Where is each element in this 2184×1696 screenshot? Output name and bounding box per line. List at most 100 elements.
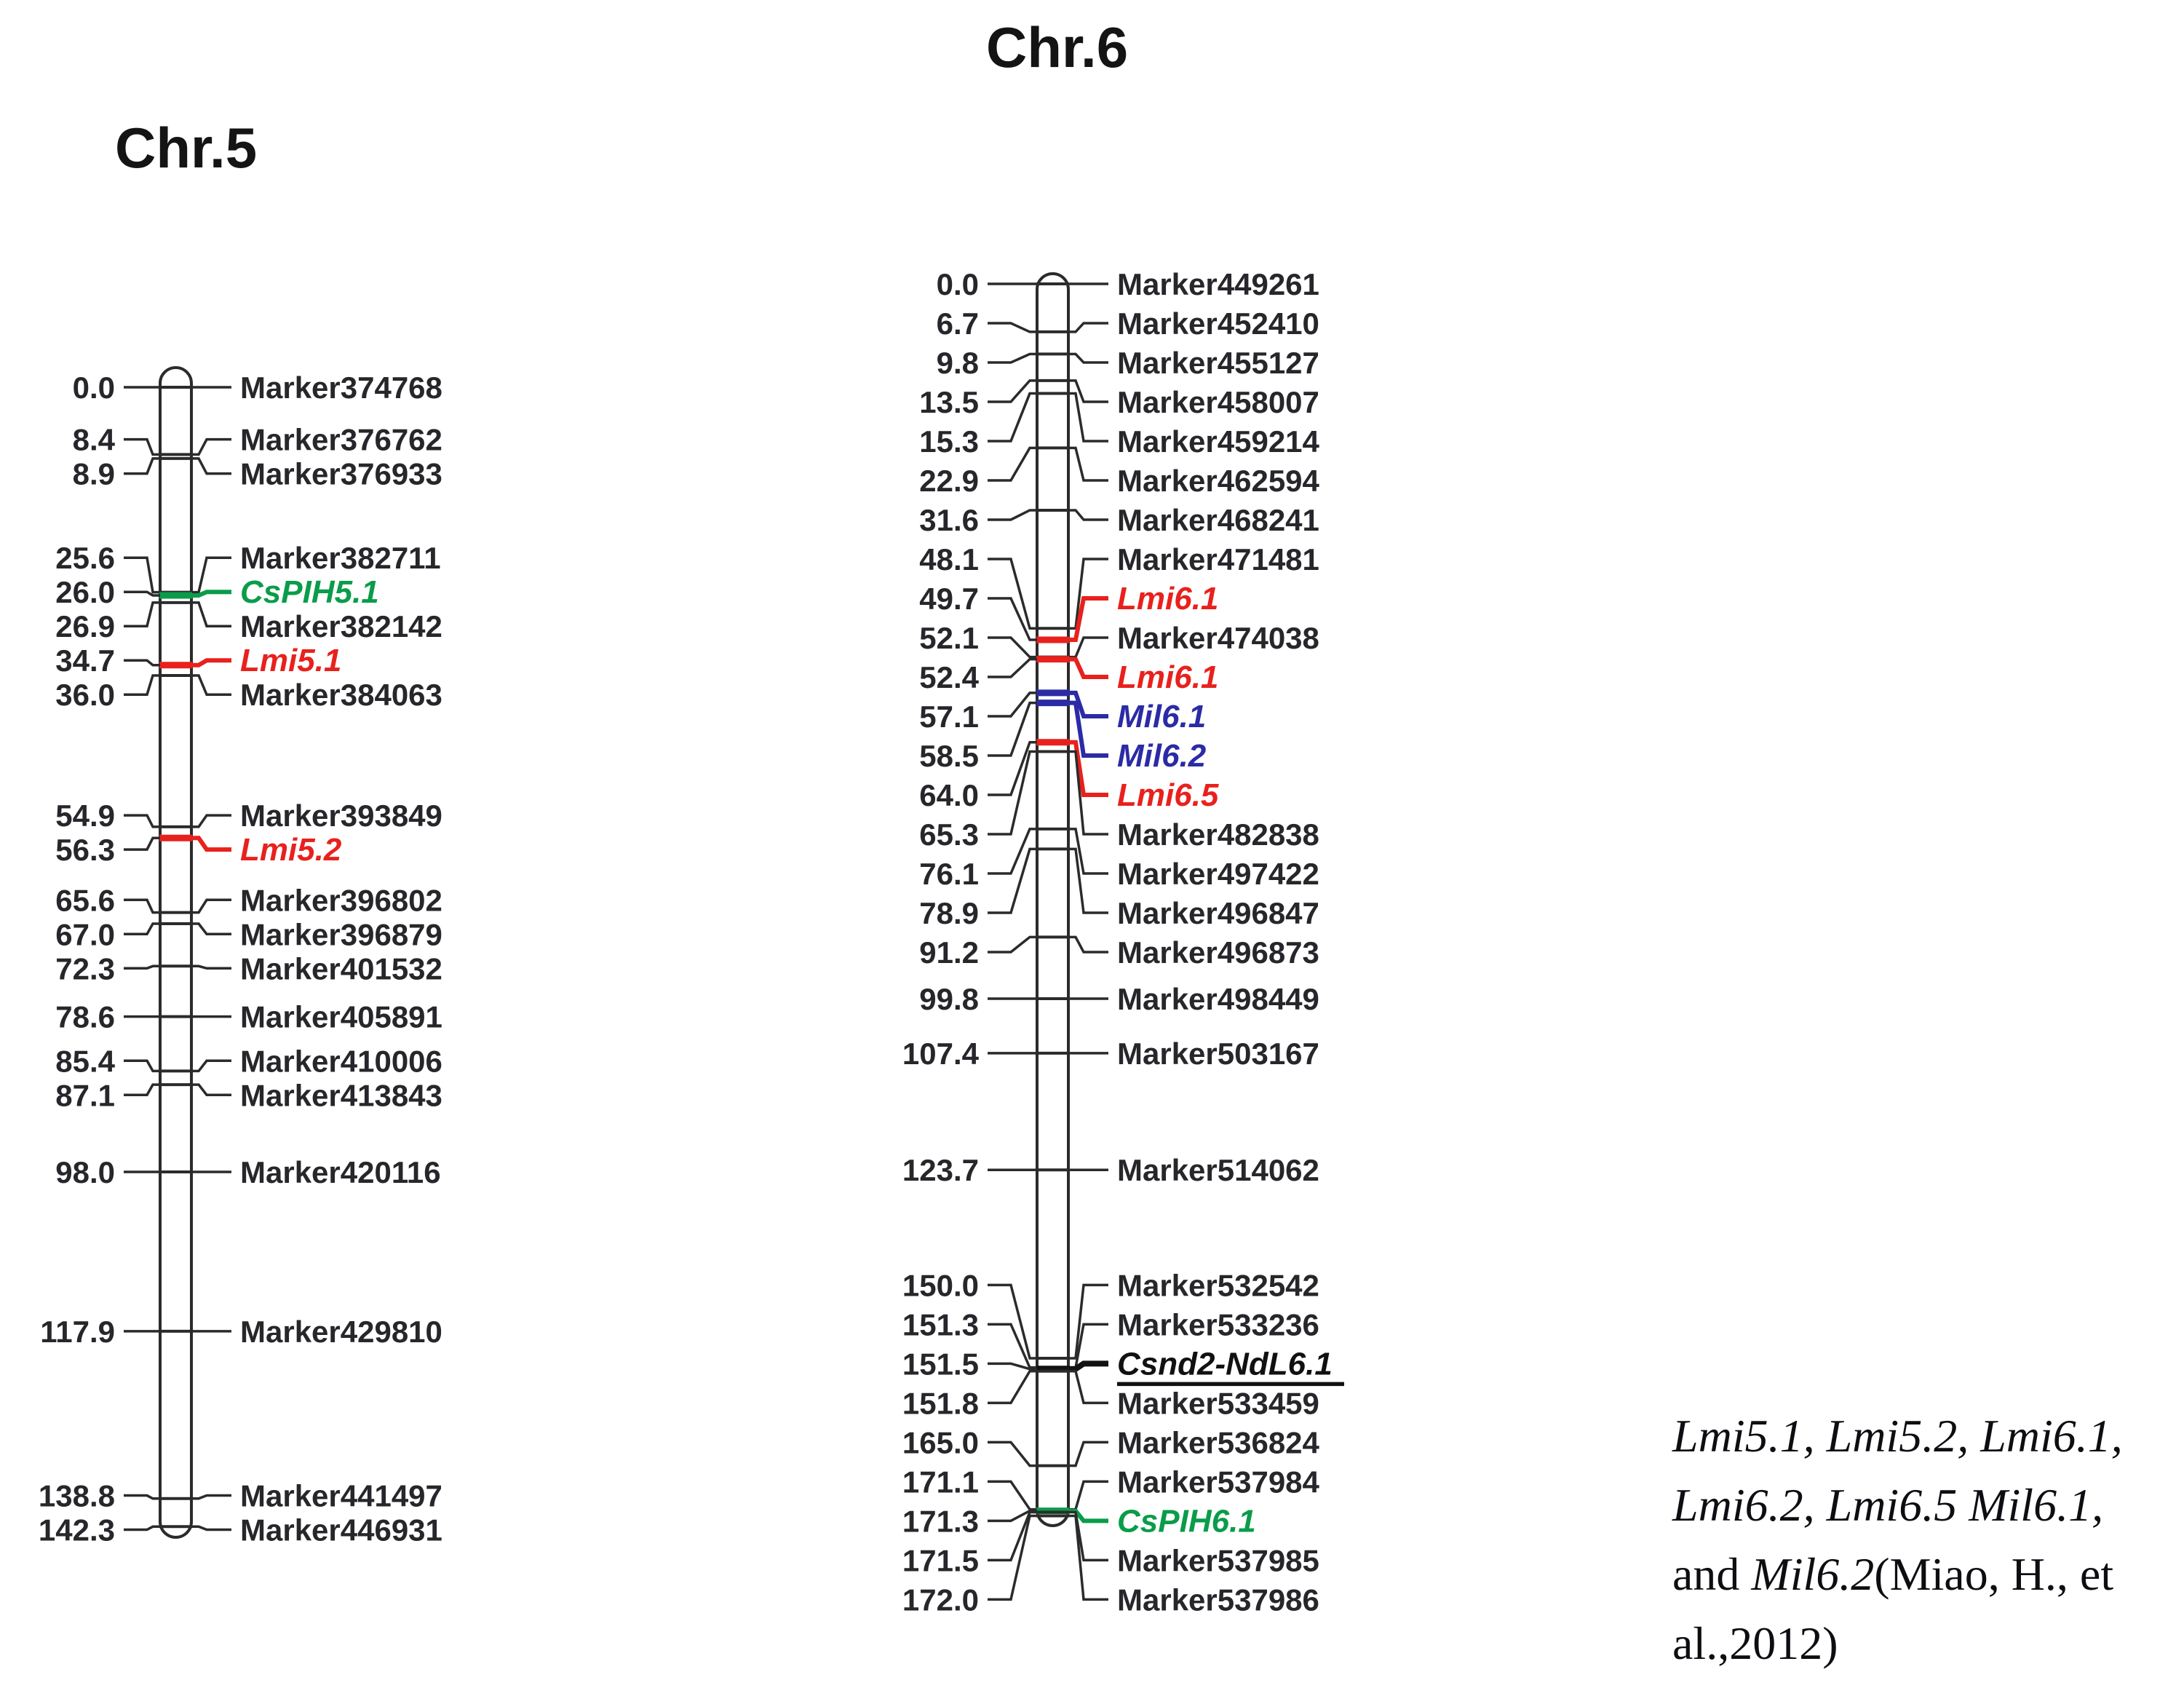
left-connector-line [124,814,160,828]
marker-row: 87.1 Marker413843 [55,1078,442,1112]
right-connector-line [191,437,231,456]
chromosome-chr5: 0.0 Marker374768 8.4 Marker376762 8.9 Marker3… [39,366,442,1548]
left-connector-line [124,437,160,456]
right-connector-line [1068,509,1108,521]
left-connector-line [988,828,1037,875]
gene-name-italic-text: Lmi6.2, Lmi6.5 Mil6.1, [1672,1479,2104,1531]
marker-name-label: Marker452410 [1117,306,1319,341]
marker-name-label: Marker446931 [240,1513,442,1548]
marker-position-label: 87.1 [55,1078,115,1112]
right-connector-line [191,601,231,627]
marker-position-label: 64.0 [919,778,979,812]
marker-row: 25.6 Marker382711 [55,541,441,594]
right-connector-line [1068,1360,1108,1372]
marker-position-label: 52.1 [919,621,979,655]
gene-name-label: Csnd2-NdL6.1 [1117,1346,1333,1382]
marker-position-label: 98.0 [55,1155,115,1189]
marker-row: 57.1 Mil6.1 [919,689,1206,734]
right-connector-line [191,556,231,594]
left-connector-line [988,1362,1037,1371]
left-connector-line [988,1509,1037,1523]
marker-name-label: Marker384063 [240,678,442,712]
marker-name-label: Marker497422 [1117,857,1319,891]
marker-position-label: 99.8 [919,982,979,1016]
right-connector-line [191,922,231,936]
chromosome-capsule [159,366,193,1539]
marker-name-label: Marker533459 [1117,1386,1319,1420]
left-connector-line [124,1083,160,1096]
left-connector-line [988,657,1037,678]
marker-row: 78.6 Marker405891 [55,1000,442,1034]
left-connector-line [124,659,160,667]
marker-row: 48.1 Marker471481 [919,542,1319,630]
marker-row: 8.4 Marker376762 [73,423,442,457]
right-connector-line [1068,1369,1108,1405]
right-connector-line [1068,1510,1108,1562]
marker-row: 54.9 Marker393849 [55,799,442,833]
annotation-line: and Mil6.2(Miao, H., et [1672,1540,2175,1609]
marker-name-label: Marker410006 [240,1044,442,1078]
marker-row: 34.7 Lmi5.1 [55,643,341,678]
marker-position-label: 49.7 [919,582,979,616]
left-connector-line [988,1283,1037,1360]
marker-position-label: 91.2 [919,935,979,970]
marker-row: 171.1 Marker537984 [902,1465,1320,1511]
left-connector-line [988,636,1037,659]
marker-row: 8.9 Marker376933 [73,457,442,491]
left-connector-line [988,1441,1037,1467]
marker-name-label: Marker537985 [1117,1543,1319,1577]
citation-text: (Miao, H., et [1874,1548,2114,1600]
marker-name-label: Marker376762 [240,423,442,457]
marker-row: 64.0 Lmi6.5 [919,739,1219,813]
marker-position-label: 15.3 [919,424,979,459]
left-connector-line [988,847,1037,914]
marker-name-label: Marker441497 [240,1479,442,1513]
marker-position-label: 58.5 [919,739,979,773]
left-connector-line [988,750,1037,836]
marker-position-label: 22.9 [919,464,979,498]
marker-position-label: 76.1 [919,857,979,891]
marker-position-label: 171.3 [902,1504,979,1538]
marker-name-label: Marker382711 [240,541,441,575]
marker-name-label: Marker498449 [1117,982,1319,1016]
marker-row: 85.4 Marker410006 [55,1044,442,1078]
marker-position-label: 151.5 [902,1347,979,1381]
marker-name-label: Marker405891 [240,1000,442,1034]
marker-name-label: Marker396802 [240,883,442,917]
left-connector-line [988,741,1037,796]
marker-position-label: 9.8 [937,346,979,380]
right-connector-line [1068,1283,1108,1360]
marker-row: 123.7 Marker514062 [902,1153,1319,1187]
right-connector-line [1068,828,1108,875]
marker-position-label: 78.6 [55,1000,115,1034]
marker-position-label: 151.3 [902,1307,979,1342]
marker-row: 172.0 Marker537986 [902,1514,1319,1617]
marker-row: 52.1 Marker474038 [919,621,1319,659]
marker-position-label: 165.0 [902,1425,979,1459]
marker-position-label: 65.3 [919,817,979,852]
marker-row: 138.8 Marker441497 [39,1479,442,1513]
left-connector-line [988,1323,1037,1369]
left-connector-line [988,379,1037,403]
marker-row: 0.0 Marker449261 [937,267,1319,301]
marker-name-label: Marker471481 [1117,542,1319,576]
right-connector-line [191,1059,231,1073]
left-connector-line [988,1514,1037,1601]
left-connector-line [124,1494,160,1500]
marker-name-label: Marker474038 [1117,621,1319,655]
marker-name-label: Marker536824 [1117,1425,1320,1459]
citation-text: and [1672,1548,1752,1600]
marker-row: 99.8 Marker498449 [919,982,1319,1016]
marker-name-label: Marker462594 [1117,464,1320,498]
right-connector-line [1068,690,1108,718]
marker-row: 151.3 Marker533236 [902,1307,1319,1369]
marker-name-label: Marker503167 [1117,1037,1319,1071]
gene-name-label: Lmi6.5 [1117,777,1219,813]
right-connector-line [1068,1480,1108,1511]
marker-position-label: 36.0 [55,678,115,712]
marker-row: 56.3 Lmi5.2 [55,832,342,868]
left-connector-line [124,590,160,597]
marker-row: 151.5 Csnd2-NdL6.1 [902,1346,1344,1387]
right-connector-line [1068,1514,1108,1601]
marker-position-label: 123.7 [902,1153,979,1187]
